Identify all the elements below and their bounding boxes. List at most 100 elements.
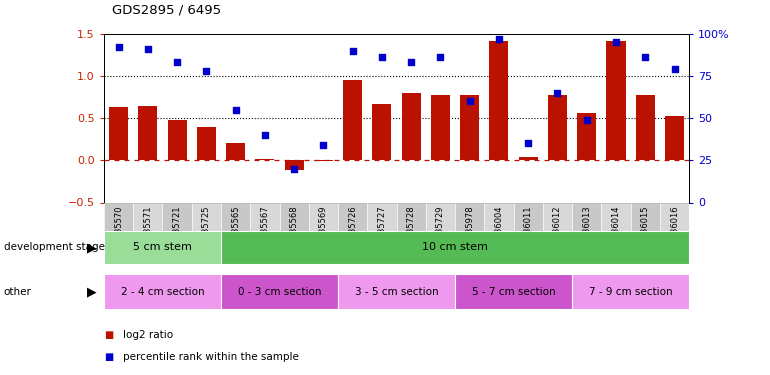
Text: log2 ratio: log2 ratio: [123, 330, 173, 340]
Bar: [665, 116, 684, 160]
Text: GDS2895 / 6495: GDS2895 / 6495: [112, 4, 221, 17]
Bar: [256, 159, 274, 160]
Text: GSM36016: GSM36016: [670, 205, 679, 251]
Bar: [109, 107, 128, 160]
Point: [668, 66, 681, 72]
Bar: [367, 202, 397, 234]
Bar: [338, 274, 455, 309]
Text: ■: ■: [104, 352, 113, 362]
Text: GSM36014: GSM36014: [611, 205, 621, 251]
Text: other: other: [4, 286, 32, 297]
Bar: [139, 106, 157, 160]
Bar: [221, 231, 689, 264]
Text: GSM35726: GSM35726: [348, 205, 357, 251]
Point: [434, 54, 447, 60]
Point: [112, 44, 125, 50]
Bar: [192, 202, 221, 234]
Bar: [221, 274, 338, 309]
Text: 2 - 4 cm section: 2 - 4 cm section: [121, 286, 204, 297]
Point: [376, 54, 388, 60]
Point: [639, 54, 651, 60]
Bar: [162, 202, 192, 234]
Text: GSM35727: GSM35727: [377, 205, 387, 251]
Text: GSM35568: GSM35568: [290, 205, 299, 251]
Text: GSM35565: GSM35565: [231, 205, 240, 251]
Bar: [601, 202, 631, 234]
Bar: [543, 202, 572, 234]
Point: [142, 46, 154, 52]
Bar: [455, 202, 484, 234]
Point: [493, 36, 505, 42]
Bar: [250, 202, 280, 234]
Text: GSM36012: GSM36012: [553, 205, 562, 251]
Bar: [572, 202, 601, 234]
Bar: [460, 94, 479, 160]
Text: GSM35567: GSM35567: [260, 205, 269, 251]
Bar: [338, 202, 367, 234]
Bar: [104, 202, 133, 234]
Point: [259, 132, 271, 138]
Bar: [548, 95, 567, 160]
Point: [346, 48, 359, 54]
Bar: [343, 80, 362, 160]
Point: [288, 166, 300, 172]
Bar: [631, 202, 660, 234]
Text: 10 cm stem: 10 cm stem: [422, 243, 488, 252]
Text: GSM36004: GSM36004: [494, 205, 504, 251]
Point: [229, 106, 242, 112]
Bar: [572, 274, 689, 309]
Bar: [280, 202, 309, 234]
Point: [551, 90, 564, 96]
Bar: [397, 202, 426, 234]
Bar: [221, 202, 250, 234]
Bar: [197, 127, 216, 160]
Bar: [607, 40, 625, 160]
Text: GSM35570: GSM35570: [114, 205, 123, 251]
Bar: [514, 202, 543, 234]
Bar: [104, 231, 221, 264]
Bar: [431, 94, 450, 160]
Text: percentile rank within the sample: percentile rank within the sample: [123, 352, 299, 362]
Point: [405, 59, 417, 65]
Point: [317, 142, 330, 148]
Bar: [133, 202, 162, 234]
Bar: [309, 202, 338, 234]
Text: GSM35569: GSM35569: [319, 205, 328, 251]
Text: GSM35978: GSM35978: [465, 205, 474, 251]
Point: [464, 98, 476, 104]
Text: GSM36013: GSM36013: [582, 205, 591, 251]
Bar: [104, 274, 221, 309]
Point: [200, 68, 213, 74]
Bar: [636, 95, 654, 160]
Text: ▶: ▶: [86, 241, 96, 254]
Bar: [168, 120, 186, 160]
Bar: [455, 274, 572, 309]
Bar: [402, 93, 420, 160]
Text: GSM35728: GSM35728: [407, 205, 416, 251]
Bar: [519, 157, 537, 160]
Point: [522, 141, 534, 147]
Point: [171, 59, 183, 65]
Bar: [226, 142, 245, 160]
Bar: [373, 104, 391, 160]
Bar: [426, 202, 455, 234]
Text: GSM35729: GSM35729: [436, 205, 445, 251]
Text: ▶: ▶: [86, 285, 96, 298]
Text: 5 - 7 cm section: 5 - 7 cm section: [472, 286, 555, 297]
Bar: [578, 113, 596, 160]
Text: GSM36011: GSM36011: [524, 205, 533, 251]
Text: GSM35721: GSM35721: [172, 205, 182, 251]
Bar: [490, 40, 508, 160]
Bar: [285, 160, 303, 170]
Text: GSM35725: GSM35725: [202, 205, 211, 251]
Text: development stage: development stage: [4, 243, 105, 252]
Point: [581, 117, 593, 123]
Bar: [314, 160, 333, 161]
Point: [610, 39, 622, 45]
Text: 0 - 3 cm section: 0 - 3 cm section: [238, 286, 321, 297]
Bar: [660, 202, 689, 234]
Bar: [484, 202, 514, 234]
Text: 7 - 9 cm section: 7 - 9 cm section: [589, 286, 672, 297]
Text: GSM35571: GSM35571: [143, 205, 152, 251]
Text: GSM36015: GSM36015: [641, 205, 650, 251]
